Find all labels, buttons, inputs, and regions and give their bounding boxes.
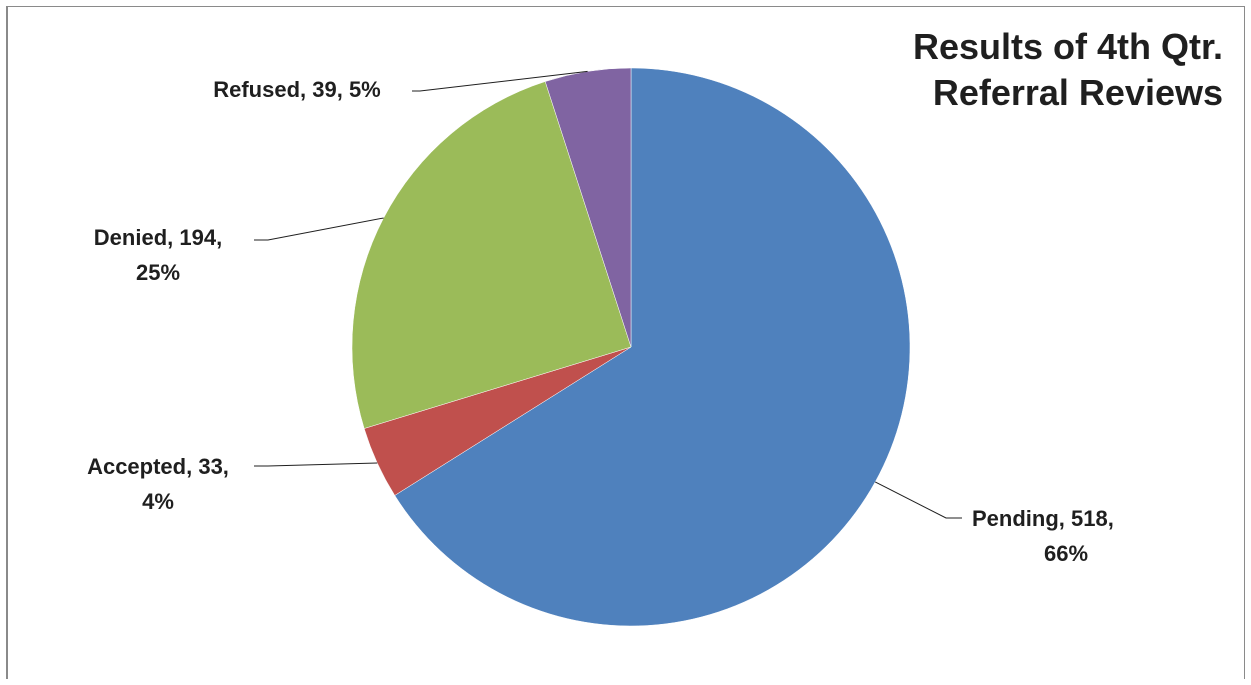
pie-slice-refused — [544, 67, 632, 348]
data-label-line: Pending, 518, — [972, 506, 1114, 531]
data-label-accepted: Accepted, 33, 4% — [87, 454, 229, 514]
chart-title-line-2: Referral Reviews — [932, 72, 1223, 113]
data-label-line: 25% — [136, 260, 180, 285]
leader-line-denied — [254, 217, 384, 241]
leader-line-pending — [874, 481, 962, 519]
data-label-line: Denied, 194, — [94, 225, 222, 250]
data-label-denied: Denied, 194, 25% — [94, 225, 222, 285]
data-label-line: 4% — [142, 489, 174, 514]
data-label-line: Accepted, 33, — [87, 454, 229, 479]
pie-slices — [351, 67, 911, 627]
leader-lines — [254, 70, 962, 519]
data-label-line: Refused, 39, 5% — [213, 77, 381, 102]
data-label-refused: Refused, 39, 5% — [213, 77, 381, 102]
chart-title-line-1: Results of 4th Qtr. — [912, 26, 1223, 67]
data-label-pending: Pending, 518, 66% — [972, 506, 1114, 566]
chart-title: Results of 4th Qtr. Referral Reviews — [803, 24, 1223, 116]
leader-line-accepted — [254, 462, 378, 467]
data-labels: Pending, 518, 66% Accepted, 33, 4% Denied, 1… — [87, 77, 1114, 566]
data-label-line: 66% — [1044, 541, 1088, 566]
leader-line-refused — [412, 70, 588, 92]
